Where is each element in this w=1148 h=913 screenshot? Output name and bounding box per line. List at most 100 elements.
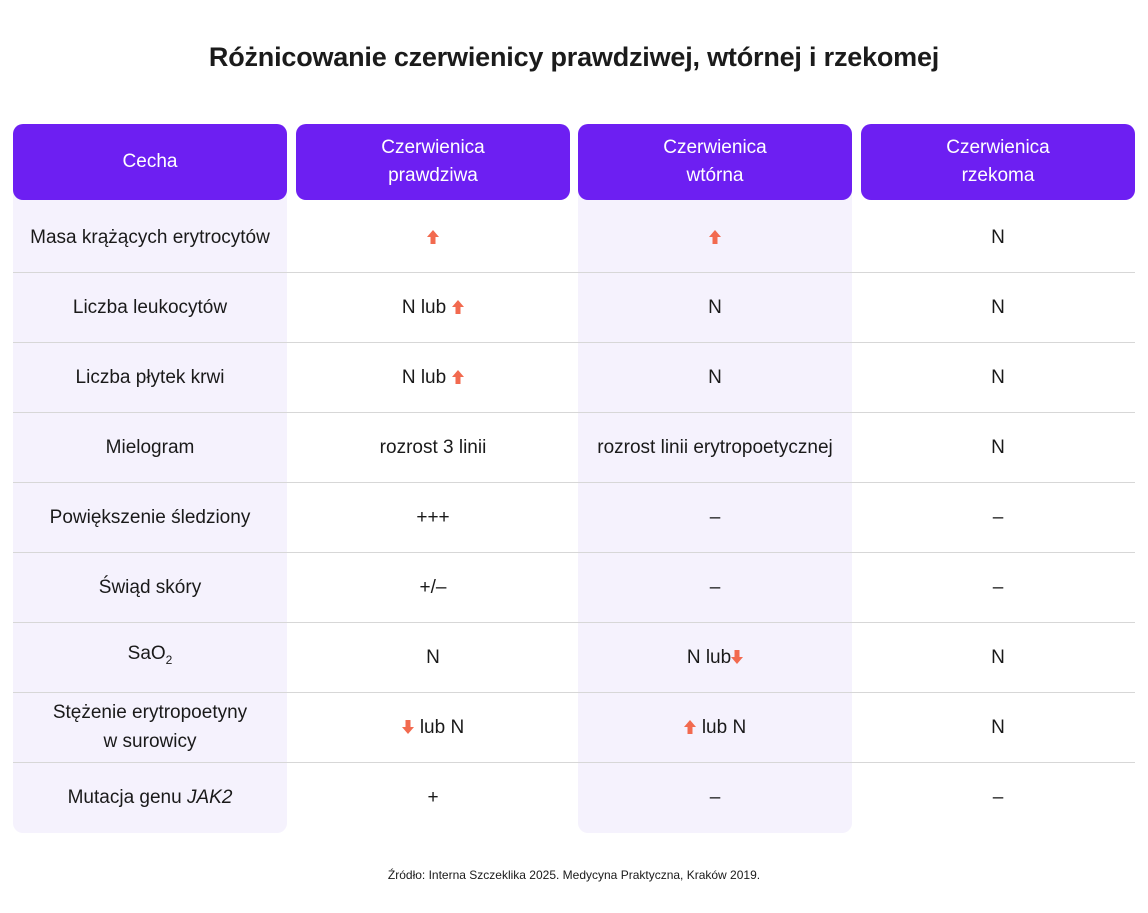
feature-cell: Masa krążących erytrocytów — [13, 202, 287, 272]
pseudo-cell: N — [861, 272, 1135, 342]
secondary-cell: rozrost linii erytropoetycznej — [578, 412, 852, 482]
header-secondary-line1: Czerwienica — [663, 137, 767, 158]
cell-value: rozrost linii erytropoetycznej — [597, 436, 833, 458]
cell-value: – — [709, 506, 721, 528]
table-row: Masa krążących erytrocytów N — [13, 202, 1135, 273]
feature-label: SaO2 — [128, 639, 173, 675]
table-row: SaO2 N N lub N — [13, 622, 1135, 693]
true-cell — [296, 202, 570, 272]
arrow-up-icon — [452, 300, 464, 314]
cell-value: N lub — [401, 296, 447, 318]
table-row: Liczba płytek krwi N lub N N — [13, 342, 1135, 413]
secondary-cell: N — [578, 272, 852, 342]
cell-value: – — [992, 576, 1004, 598]
cell-value: N — [991, 716, 1005, 738]
secondary-column-background — [578, 130, 852, 833]
table-row: Mutacja genu JAK2 + – – — [13, 762, 1135, 832]
feature-label-line2: w surowicy — [103, 731, 197, 752]
pseudo-cell: – — [861, 552, 1135, 622]
feature-cell: Mutacja genu JAK2 — [13, 762, 287, 832]
header-true-line1: Czerwienica — [381, 137, 485, 158]
secondary-cell: – — [578, 762, 852, 832]
cell-value: + — [427, 786, 439, 808]
header-true-polycythemia: Czerwienica prawdziwa — [296, 124, 570, 200]
arrow-up-icon — [709, 230, 721, 244]
cell-value: N — [991, 296, 1005, 318]
secondary-cell: N lub — [578, 622, 852, 692]
table-row: Powiększenie śledziony +++ – – — [13, 482, 1135, 553]
table-row: Stężenie erytropoetyny w surowicy lub N … — [13, 692, 1135, 763]
cell-value: lub N — [701, 716, 747, 738]
true-cell: + — [296, 762, 570, 832]
feature-cell: Świąd skóry — [13, 552, 287, 622]
feature-column-background — [13, 130, 287, 833]
feature-label-line1: Stężenie erytropoetyny — [52, 702, 248, 723]
cell-value: +/– — [419, 576, 447, 598]
secondary-cell: – — [578, 482, 852, 552]
cell-value: N lub — [686, 646, 732, 668]
feature-cell: Liczba płytek krwi — [13, 342, 287, 412]
cell-value: rozrost 3 linii — [379, 436, 487, 458]
cell-value: N — [708, 366, 722, 388]
cell-value: N — [708, 296, 722, 318]
cell-value: – — [709, 576, 721, 598]
pseudo-cell: N — [861, 412, 1135, 482]
cell-value: N — [991, 226, 1005, 248]
feature-label: Mielogram — [105, 436, 195, 458]
true-cell: lub N — [296, 692, 570, 762]
feature-cell: Mielogram — [13, 412, 287, 482]
pseudo-cell: N — [861, 622, 1135, 692]
feature-label: Powiększenie śledziony — [49, 506, 251, 528]
arrow-down-icon — [402, 720, 414, 734]
header-pseudo-line2: rzekoma — [961, 165, 1035, 186]
cell-value: N — [991, 366, 1005, 388]
true-cell: N lub — [296, 272, 570, 342]
cell-value: +++ — [416, 506, 450, 528]
true-cell: N lub — [296, 342, 570, 412]
arrow-up-icon — [684, 720, 696, 734]
table-row: Liczba leukocytów N lub N N — [13, 272, 1135, 343]
table-row: Świąd skóry +/– – – — [13, 552, 1135, 623]
pseudo-cell: – — [861, 482, 1135, 552]
pseudo-cell: – — [861, 762, 1135, 832]
cell-value: N lub — [401, 366, 447, 388]
arrow-up-icon — [452, 370, 464, 384]
cell-value: lub N — [419, 716, 465, 738]
header-feature: Cecha — [13, 124, 287, 200]
arrow-down-icon — [731, 650, 743, 664]
feature-label-main: SaO — [127, 643, 166, 664]
secondary-cell: – — [578, 552, 852, 622]
header-secondary-line2: wtórna — [686, 165, 744, 186]
header-feature-label: Cecha — [122, 151, 178, 172]
arrow-up-icon — [427, 230, 439, 244]
cell-value: – — [992, 786, 1004, 808]
page-title: Różnicowanie czerwienicy prawdziwej, wtó… — [208, 42, 940, 72]
cell-value: – — [709, 786, 721, 808]
feature-cell: Stężenie erytropoetyny w surowicy — [13, 692, 287, 762]
cell-value: N — [991, 646, 1005, 668]
feature-label: Świąd skóry — [98, 576, 202, 598]
feature-label-subscript: 2 — [165, 653, 173, 667]
pseudo-cell: N — [861, 202, 1135, 272]
feature-label: Mutacja genu JAK2 — [68, 783, 233, 812]
cell-value: – — [992, 506, 1004, 528]
pseudo-cell: N — [861, 692, 1135, 762]
source-footer: Źródło: Interna Szczeklika 2025. Medycyn… — [387, 868, 761, 882]
feature-label: Liczba płytek krwi — [75, 366, 225, 388]
cell-value: N — [426, 646, 440, 668]
feature-label-prefix: Mutacja genu — [67, 786, 182, 808]
cell-value: N — [991, 436, 1005, 458]
header-true-line2: prawdziwa — [388, 165, 478, 186]
feature-cell: Liczba leukocytów — [13, 272, 287, 342]
true-cell: +++ — [296, 482, 570, 552]
true-cell: +/– — [296, 552, 570, 622]
pseudo-cell: N — [861, 342, 1135, 412]
gene-name: JAK2 — [186, 786, 233, 808]
secondary-cell: N — [578, 342, 852, 412]
header-secondary-polycythemia: Czerwienica wtórna — [578, 124, 852, 200]
secondary-cell — [578, 202, 852, 272]
secondary-cell: lub N — [578, 692, 852, 762]
true-cell: N — [296, 622, 570, 692]
true-cell: rozrost 3 linii — [296, 412, 570, 482]
header-pseudo-line1: Czerwienica — [946, 137, 1050, 158]
